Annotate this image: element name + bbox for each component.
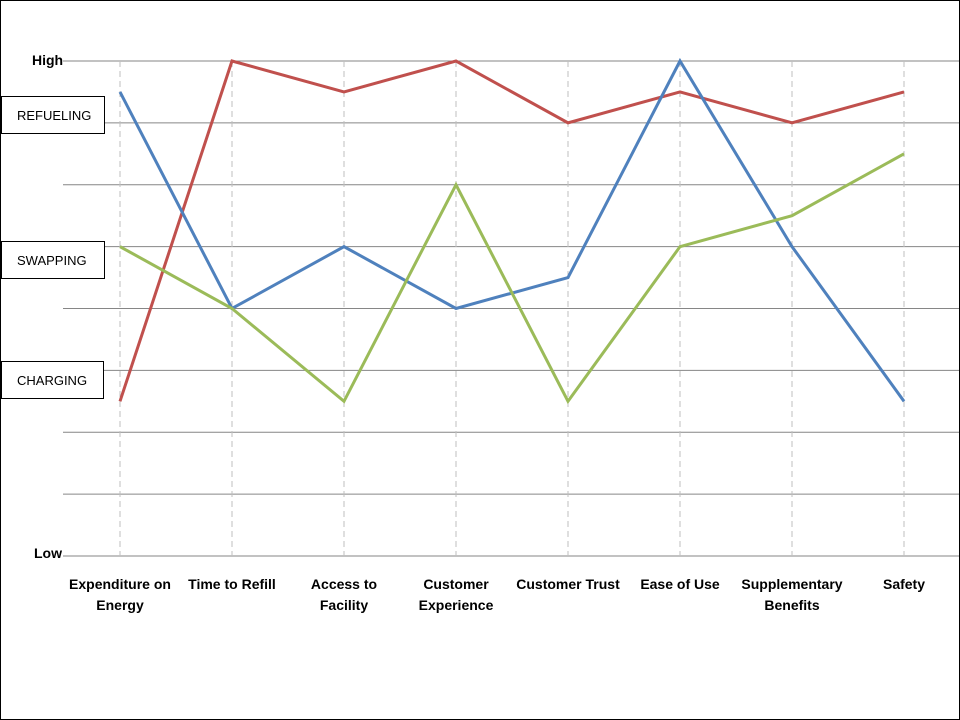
category-label: Time to Refill [188, 576, 276, 592]
y-axis-low-label: Low [34, 545, 62, 561]
y-axis-high-label: High [32, 52, 63, 68]
legend-charging: CHARGING [1, 361, 104, 399]
grid-lines [63, 60, 959, 557]
category-label: Customer Experience [419, 576, 494, 613]
category-guides [119, 61, 905, 556]
category-label: Supplementary Benefits [741, 576, 842, 613]
category-label: Ease of Use [640, 576, 720, 592]
series-lines [118, 57, 906, 405]
category-label: Expenditure on Energy [69, 576, 171, 613]
series-line-charging [119, 152, 905, 405]
legend-refueling: REFUELING [1, 96, 105, 134]
category-label: Safety [883, 576, 925, 592]
series-line-swapping [118, 57, 906, 403]
legend-swapping: SWAPPING [1, 241, 105, 279]
category-labels: Expenditure on Energy Time to Refill Access… [69, 576, 925, 613]
series-line-refueling [118, 59, 905, 402]
category-label: Customer Trust [516, 576, 620, 592]
category-label: Access to Facility [311, 576, 377, 613]
